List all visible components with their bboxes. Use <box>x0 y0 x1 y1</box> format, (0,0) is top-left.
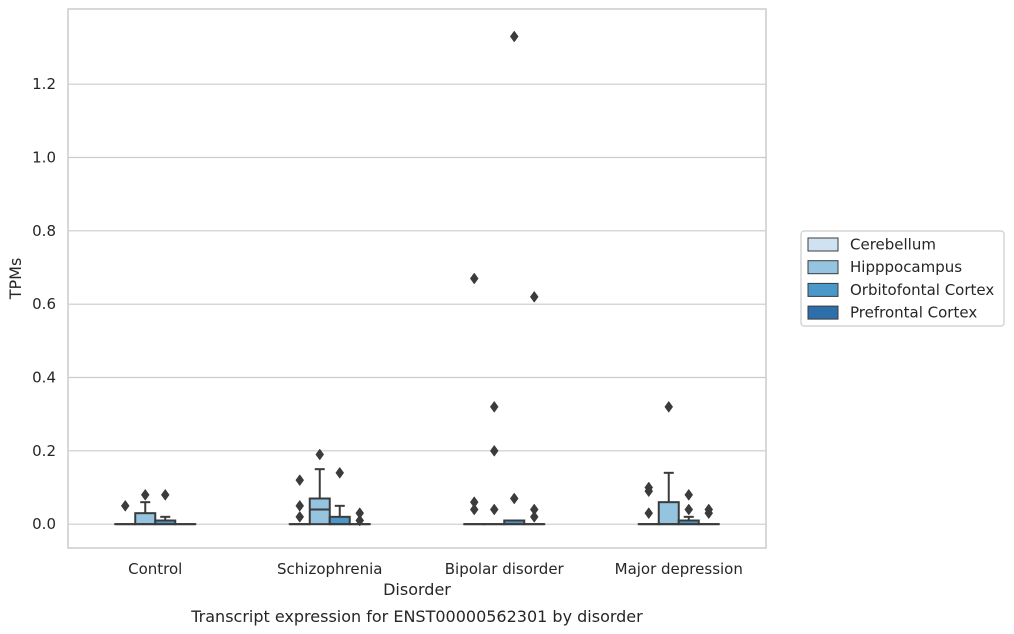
box-2-3 <box>677 488 700 526</box>
outlier-point <box>664 400 674 413</box>
y-tick-label: 0.2 <box>32 442 56 460</box>
y-tick-label: 1.0 <box>32 149 56 167</box>
outlier-point <box>704 507 714 520</box>
box-2-1 <box>328 466 351 526</box>
outlier-point <box>529 510 539 523</box>
outlier-point <box>295 510 305 523</box>
x-tick-label: Control <box>128 560 182 578</box>
legend-swatch <box>807 305 839 320</box>
x-tick-label: Major depression <box>615 560 743 578</box>
box-1-0 <box>134 488 157 526</box>
box-plot-series <box>114 30 720 527</box>
y-tick-label: 1.2 <box>32 75 56 93</box>
box-body <box>134 512 157 526</box>
legend-label: Cerebellum <box>850 236 936 254</box>
outlier-point <box>469 272 479 285</box>
outlier-point <box>295 474 305 487</box>
box-0-1 <box>288 474 311 526</box>
outlier-point <box>355 514 365 527</box>
outlier-point <box>489 444 499 457</box>
outlier-point <box>295 499 305 512</box>
box-2-0 <box>154 488 177 526</box>
box-3-3 <box>697 503 720 526</box>
legend-frame <box>800 230 1005 327</box>
y-tick-label: 0.6 <box>32 295 56 313</box>
x-tick-label: Bipolar disorder <box>445 560 565 578</box>
legend-label: Hipppocampus <box>850 258 962 276</box>
outlier-point <box>335 466 345 479</box>
outlier-point <box>120 499 130 512</box>
gridlines <box>68 83 766 525</box>
box-1-1 <box>308 448 331 526</box>
outlier-point <box>509 30 519 43</box>
legend-label: Prefrontal Cortex <box>850 304 977 322</box>
box-3-1 <box>348 507 371 527</box>
y-axis-label: TPMs <box>6 258 25 301</box>
box-1-3 <box>657 400 680 526</box>
y-tick-label: 0.4 <box>32 369 56 387</box>
outlier-point <box>140 488 150 501</box>
box-3-2 <box>523 290 546 526</box>
outlier-point <box>315 448 325 461</box>
box-2-2 <box>503 30 526 526</box>
box-body <box>328 515 351 526</box>
legend-label: Orbitofontal Cortex <box>850 281 994 299</box>
outlier-point <box>469 503 479 516</box>
y-axis-ticks: 0.0 0.2 0.4 0.6 0.8 1.0 1.2 <box>32 75 56 533</box>
legend-swatch <box>807 282 839 297</box>
x-axis-label: Disorder <box>383 580 451 599</box>
outlier-point <box>160 488 170 501</box>
box-body <box>657 501 680 526</box>
legend-swatch <box>807 237 839 252</box>
outlier-point <box>509 492 519 505</box>
box-0-3 <box>637 481 660 526</box>
x-axis-ticks: Control Schizophrenia Bipolar disorder Majo… <box>128 560 743 578</box>
box-1-2 <box>483 400 506 526</box>
y-tick-label: 0.0 <box>32 515 56 533</box>
chart-caption: Transcript expression for ENST0000056230… <box>190 607 643 626</box>
outlier-point <box>684 503 694 516</box>
outlier-point <box>644 485 654 498</box>
box-0-2 <box>463 272 486 526</box>
legend: Cerebellum Hipppocampus Orbitofontal Corte… <box>800 230 1005 327</box>
outlier-point <box>684 488 694 501</box>
box-body <box>308 497 331 526</box>
y-tick-label: 0.8 <box>32 222 56 240</box>
box-0-0 <box>114 499 137 526</box>
x-tick-label: Schizophrenia <box>277 560 382 578</box>
outlier-point <box>529 290 539 303</box>
plot-frame <box>67 8 767 549</box>
legend-swatch <box>807 260 839 275</box>
outlier-point <box>489 503 499 516</box>
outlier-point <box>644 507 654 520</box>
outlier-point <box>489 400 499 413</box>
